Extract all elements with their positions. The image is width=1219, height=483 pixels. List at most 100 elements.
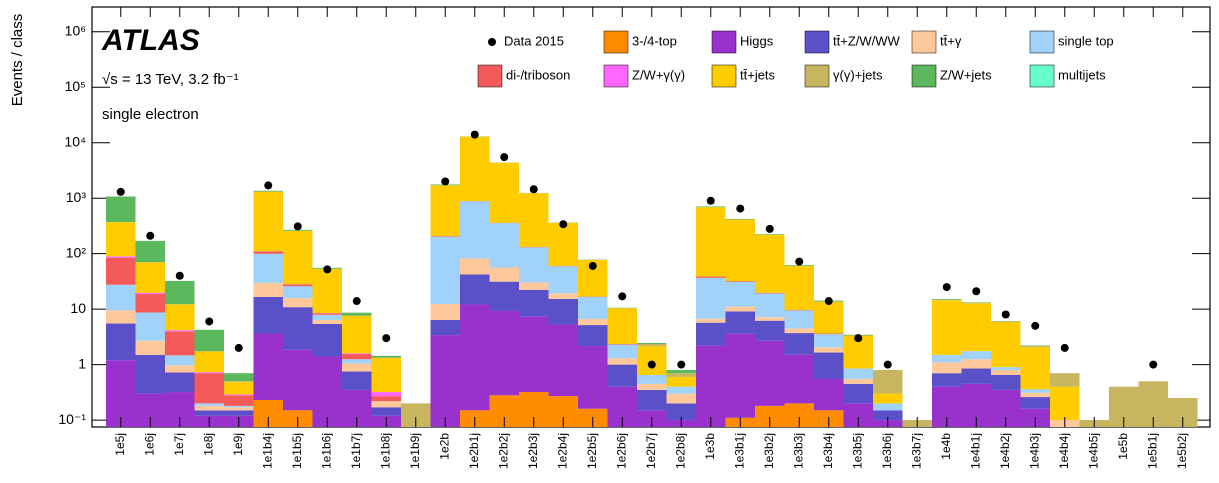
bar-segment bbox=[401, 403, 431, 427]
bar-segment bbox=[342, 359, 372, 364]
bar-segment bbox=[106, 360, 136, 427]
bar-segment bbox=[1050, 373, 1080, 387]
bar-segment bbox=[784, 333, 814, 355]
bar-segment bbox=[932, 362, 962, 374]
legend-swatch bbox=[804, 30, 830, 54]
bar-segment bbox=[519, 247, 549, 283]
bar-segment bbox=[725, 281, 755, 282]
bar-segment bbox=[135, 292, 165, 295]
bar-segment bbox=[814, 379, 844, 411]
bar-segment bbox=[460, 258, 490, 275]
x-tick-label: 1e3b7j bbox=[909, 433, 923, 469]
bar-segment bbox=[784, 265, 814, 267]
bar-segment bbox=[1020, 397, 1050, 409]
x-tick-label: 1e3b6j bbox=[880, 433, 894, 469]
x-tick-label: 1e4b5j bbox=[1086, 433, 1100, 469]
data-point bbox=[293, 222, 302, 231]
bar-segment bbox=[430, 303, 460, 320]
bar-segment bbox=[991, 321, 1021, 368]
bar-segment bbox=[666, 373, 696, 377]
legend-label: tt̄+Z/W/WW bbox=[833, 33, 901, 48]
bar-segment bbox=[961, 351, 991, 360]
legend-swatch bbox=[711, 30, 737, 54]
bar-segment bbox=[165, 365, 195, 373]
bar-segment bbox=[253, 282, 283, 297]
bar-segment bbox=[489, 223, 519, 268]
bar-segment bbox=[253, 191, 283, 252]
bar-segment bbox=[135, 240, 165, 263]
bar-segment bbox=[696, 322, 726, 346]
bar-segment bbox=[873, 403, 903, 411]
data-point bbox=[795, 257, 804, 266]
data-point bbox=[1060, 343, 1069, 352]
annotation: single electron bbox=[102, 106, 199, 123]
data-point bbox=[382, 334, 391, 343]
data-point bbox=[1031, 321, 1040, 330]
bar-segment bbox=[165, 304, 195, 331]
bar-segment bbox=[224, 394, 254, 396]
x-tick-label: 1e1b9j bbox=[408, 433, 422, 469]
x-tick-label: 1e6j bbox=[142, 433, 156, 456]
data-point bbox=[854, 334, 863, 343]
bar-segment bbox=[283, 286, 313, 299]
bar-segment bbox=[106, 284, 136, 311]
bar-segment bbox=[607, 308, 637, 345]
bar-segment bbox=[696, 345, 726, 427]
bar-segment bbox=[961, 302, 991, 303]
data-point bbox=[706, 196, 715, 205]
bar-segment bbox=[607, 364, 637, 387]
bar-segment bbox=[637, 389, 667, 411]
bar-segment bbox=[784, 354, 814, 404]
bar-segment bbox=[932, 354, 962, 363]
bar-segment bbox=[696, 206, 726, 208]
bar-segment bbox=[1020, 345, 1050, 347]
bar-segment bbox=[991, 374, 1021, 390]
bar-segment bbox=[696, 276, 726, 278]
bar-segment bbox=[814, 347, 844, 353]
data-point bbox=[500, 153, 509, 162]
bar-segment bbox=[489, 267, 519, 282]
legend-label: γ(γ)+jets bbox=[833, 67, 883, 82]
bar-segment bbox=[932, 373, 962, 387]
bar-segment bbox=[1020, 389, 1050, 393]
bar-segment bbox=[696, 207, 726, 277]
bar-segment bbox=[519, 289, 549, 317]
data-point bbox=[942, 283, 951, 292]
x-tick-label: 1e2b7j bbox=[644, 433, 658, 469]
data-point bbox=[470, 130, 479, 139]
data-point bbox=[1001, 310, 1010, 319]
bar-segment bbox=[312, 268, 342, 314]
data-point bbox=[146, 231, 155, 240]
bar-segment bbox=[283, 298, 313, 308]
x-tick-label: 1e2b5j bbox=[585, 433, 599, 469]
bar-segment bbox=[1050, 386, 1080, 421]
bar-segment bbox=[991, 367, 1021, 370]
bar-segment bbox=[312, 323, 342, 357]
data-point bbox=[175, 271, 184, 280]
bar-segment bbox=[548, 266, 578, 294]
bar-segment bbox=[961, 359, 991, 369]
bar-segment bbox=[755, 234, 785, 293]
bar-segment bbox=[1020, 392, 1050, 398]
bar-segment bbox=[1020, 346, 1050, 348]
bar-segment bbox=[725, 281, 755, 307]
bar-segment bbox=[637, 343, 667, 345]
x-tick-label: 1e1b7j bbox=[349, 433, 363, 469]
bar-segment bbox=[165, 355, 195, 366]
bar-segment bbox=[224, 407, 254, 411]
y-tick-label: 10⁴ bbox=[64, 133, 86, 149]
bar-segment bbox=[106, 196, 136, 223]
bar-segment bbox=[548, 222, 578, 266]
bar-segment bbox=[342, 354, 372, 360]
bar-segment bbox=[283, 349, 313, 411]
bar-segment bbox=[784, 266, 814, 310]
bar-segment bbox=[755, 234, 785, 235]
bar-segment bbox=[371, 357, 401, 393]
x-tick-label: 1e2b4j bbox=[555, 433, 569, 469]
bar-segment bbox=[843, 383, 873, 404]
y-tick-label: 10⁻¹ bbox=[58, 411, 86, 427]
bar-segment bbox=[755, 293, 785, 318]
x-tick-label: 1e4b bbox=[939, 433, 953, 460]
bar-segment bbox=[873, 393, 903, 404]
chart-subtitle: √s = 13 TeV, 3.2 fb⁻¹ bbox=[102, 71, 239, 88]
